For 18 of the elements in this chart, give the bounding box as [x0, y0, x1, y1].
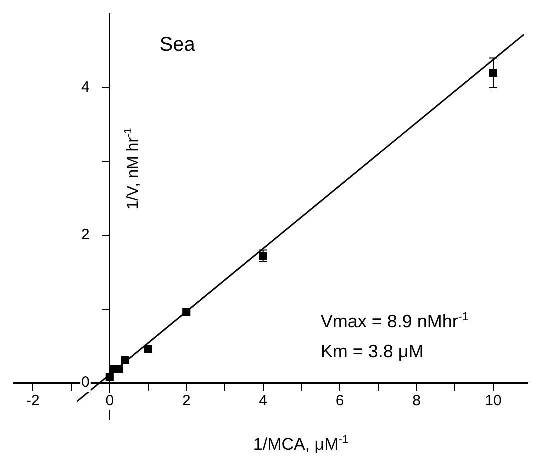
x-tick-label: 6 — [336, 392, 344, 410]
y-tick-label: 4 — [82, 78, 90, 96]
point — [121, 356, 130, 364]
y-tick-label: 0 — [82, 374, 90, 392]
point — [115, 365, 124, 374]
x-tick-label: -2 — [26, 392, 40, 410]
x-tick-label: 2 — [182, 392, 191, 410]
x-tick-label: 8 — [412, 392, 421, 410]
annotation: Km = 3.8 μM — [320, 342, 424, 362]
point — [144, 345, 152, 354]
point — [106, 373, 114, 382]
x-tick-label: 0 — [106, 392, 114, 410]
x-tick-label: 4 — [259, 392, 268, 410]
y-tick-label: 2 — [82, 226, 90, 244]
annotation: Sea — [160, 34, 196, 56]
point — [182, 308, 191, 316]
y-axis-title: 1/V, nM hr-1 — [123, 128, 142, 210]
x-tick-label: 10 — [485, 392, 502, 410]
